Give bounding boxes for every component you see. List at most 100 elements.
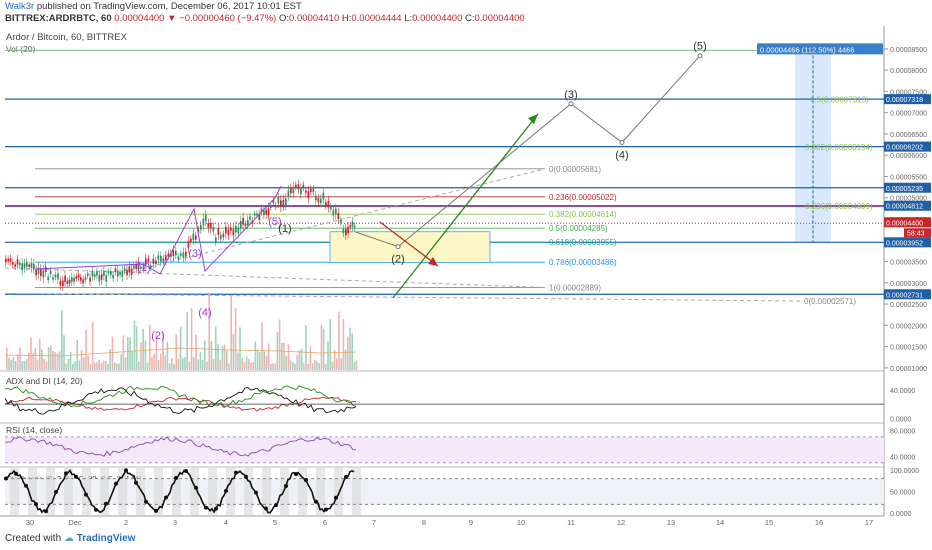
volume-bar [208, 292, 210, 370]
stochastic-dot [324, 507, 328, 512]
candle-body [320, 198, 322, 204]
y-tick-label: 0.00001000 [890, 366, 927, 373]
volume-bar [72, 363, 74, 370]
x-tick-label: 10 [517, 518, 525, 527]
stochastic-band [5, 478, 884, 505]
candle-body [110, 271, 112, 275]
x-tick-label: 5 [273, 518, 277, 527]
candle-body [280, 200, 282, 207]
candle-body [210, 222, 212, 229]
volume-bar [342, 319, 345, 370]
stochastic-dot [114, 481, 118, 486]
wave-label: (3) [188, 248, 201, 260]
candle-body [26, 262, 28, 267]
author-link[interactable]: Walk3r [5, 1, 35, 12]
publish-line: Walk3r published on TradingView.com, Dec… [5, 1, 302, 12]
volume-bar [69, 352, 72, 370]
sto-y-tick-label: 0.0000 [890, 511, 912, 518]
volume-bar [162, 331, 164, 370]
rsi-title: RSI (14, close) [6, 425, 62, 435]
candle-body [290, 188, 292, 194]
volume-bar [256, 349, 259, 370]
volume-bar [283, 342, 285, 370]
stochastic-dot [14, 471, 18, 476]
candle-body [310, 188, 312, 192]
candle-body [145, 258, 147, 265]
x-tick-label: Dec [68, 518, 82, 527]
stochastic-dot [284, 483, 288, 488]
stochastic-dot [84, 492, 88, 497]
candle-body [347, 226, 349, 234]
volume-bar [63, 335, 65, 370]
stochastic-dot [4, 476, 8, 481]
volume-bar [102, 360, 105, 370]
volume-bar [206, 361, 208, 370]
volume-bar [164, 355, 166, 370]
candle-body [96, 271, 98, 276]
candle-body [275, 205, 277, 208]
fib-level-label: 0.236(0.00005022) [549, 193, 617, 202]
volume-bar [135, 326, 138, 370]
candle-body [187, 241, 190, 248]
candle-body [222, 233, 225, 238]
candle-body [351, 221, 354, 227]
volume-bar [285, 355, 287, 370]
candle-body [19, 262, 21, 266]
volume-bar [166, 341, 169, 370]
level-price-tag [884, 237, 931, 248]
candle-body [121, 270, 124, 277]
stochastic-shade [118, 468, 127, 515]
volume-bar [129, 337, 131, 370]
candle-body [52, 277, 54, 280]
candle-body [82, 279, 85, 284]
volume-bar [320, 324, 323, 370]
volume-bar [349, 327, 351, 370]
candle-body [73, 277, 75, 282]
stochastic-shade [334, 468, 343, 515]
candle-body [227, 229, 230, 236]
volume-bar [325, 363, 327, 370]
candle-body [119, 272, 121, 275]
level-price-text: 0.00003952 [886, 240, 923, 247]
stochastic-shade [298, 468, 307, 515]
adx-y-tick-label: 0.0000 [890, 416, 912, 423]
volume-bar [65, 363, 67, 370]
volume-bar [100, 362, 103, 370]
candle-body [116, 270, 119, 277]
volume-bar [118, 363, 120, 370]
y-tick-label: 0.00002000 [890, 323, 927, 330]
current-price-tag [884, 217, 931, 228]
volume-bar [43, 358, 45, 370]
candle-body [215, 237, 217, 242]
volume-bar [142, 328, 144, 370]
volume-bar [28, 352, 30, 370]
fib-extension-label: 0.236(0.00004809) [805, 202, 873, 211]
level-price-text: 0.00007318 [886, 97, 923, 104]
volume-bar [327, 341, 329, 370]
candle-body [207, 223, 210, 229]
volume-bar [12, 356, 15, 370]
candle-body [30, 262, 33, 269]
candle-body [200, 225, 202, 230]
projection-node [697, 53, 703, 59]
candle-body [217, 228, 220, 235]
candle-body [175, 250, 177, 256]
candle-body [62, 280, 64, 287]
tradingview-brand[interactable]: TradingView [76, 533, 136, 544]
stochastic-shade [100, 468, 109, 515]
volume-bar [309, 346, 312, 370]
candle-body [300, 188, 302, 195]
volume-bar [61, 310, 63, 370]
candle-body [315, 195, 317, 201]
volume-bar [219, 359, 221, 370]
bullish-arrow-head [528, 114, 538, 124]
ohlc-low: 0.00004400 [412, 13, 463, 24]
volume-bar [234, 308, 237, 370]
candle-body [86, 273, 89, 276]
dashed-support-trend [4, 267, 546, 288]
candle-body [230, 227, 232, 231]
volume-bar [85, 329, 87, 370]
y-tick-label: 0.00005500 [890, 174, 927, 181]
stochastic-dot [24, 483, 28, 488]
